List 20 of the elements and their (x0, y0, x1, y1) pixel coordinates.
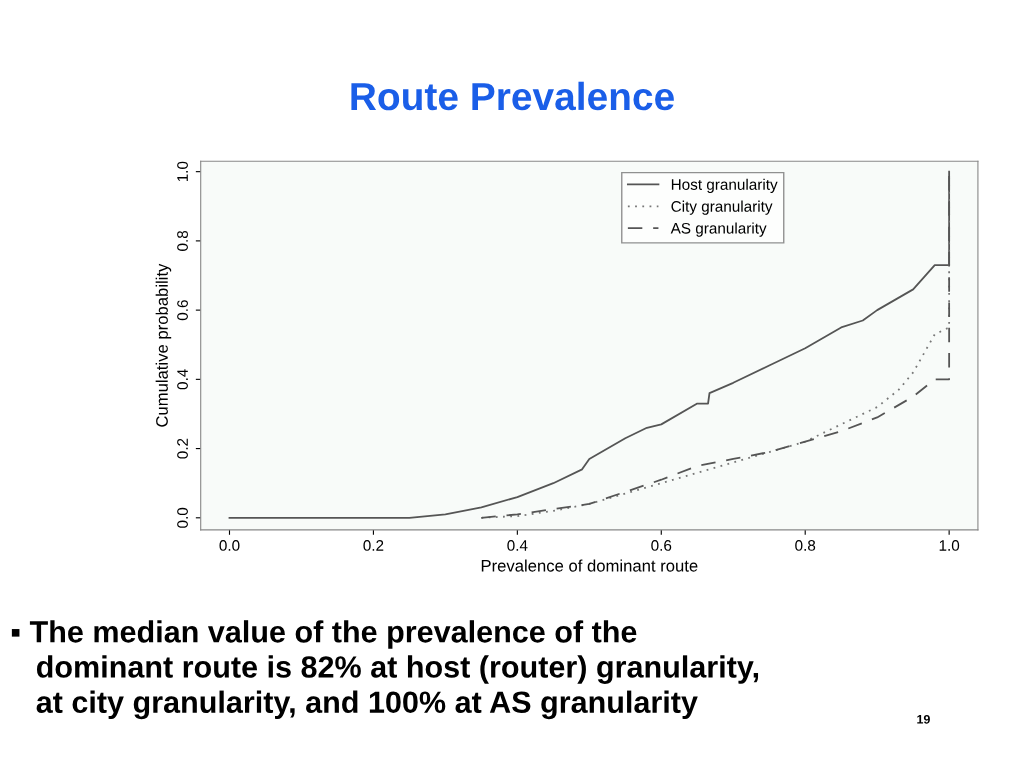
legend-label: AS granularity (670, 222, 767, 237)
x-tick-label: 1.0 (939, 540, 960, 551)
chart-title: Route Prevalence (351, 81, 674, 111)
x-axis-title: Prevalence of dominant route (481, 559, 698, 572)
x-tick-label: 0.8 (795, 540, 816, 551)
y-tick-label: 0.4 (177, 369, 188, 390)
y-tick-label: 0.6 (177, 300, 188, 321)
y-tick-label: 0.8 (177, 230, 188, 251)
y-tick-label: 1.0 (177, 161, 188, 182)
legend-label: City granularity (671, 200, 773, 215)
x-tick-label: 0.0 (219, 540, 240, 551)
text: ▪ The median value of the prevalence of the dominant route is 82% at host (router) granularity, at city granularity, and 100% at AS granularity (11, 620, 759, 720)
y-axis-title: Cumulative probability (155, 263, 172, 427)
x-tick-label: 0.4 (507, 540, 528, 551)
y-tick-label: 0.2 (177, 438, 188, 459)
x-tick-label: 0.2 (363, 540, 384, 551)
x-tick-label: 0.6 (651, 540, 672, 551)
text: 19 (917, 714, 930, 724)
legend-label: Host granularity (671, 178, 778, 193)
y-tick-label: 0.0 (177, 507, 188, 528)
